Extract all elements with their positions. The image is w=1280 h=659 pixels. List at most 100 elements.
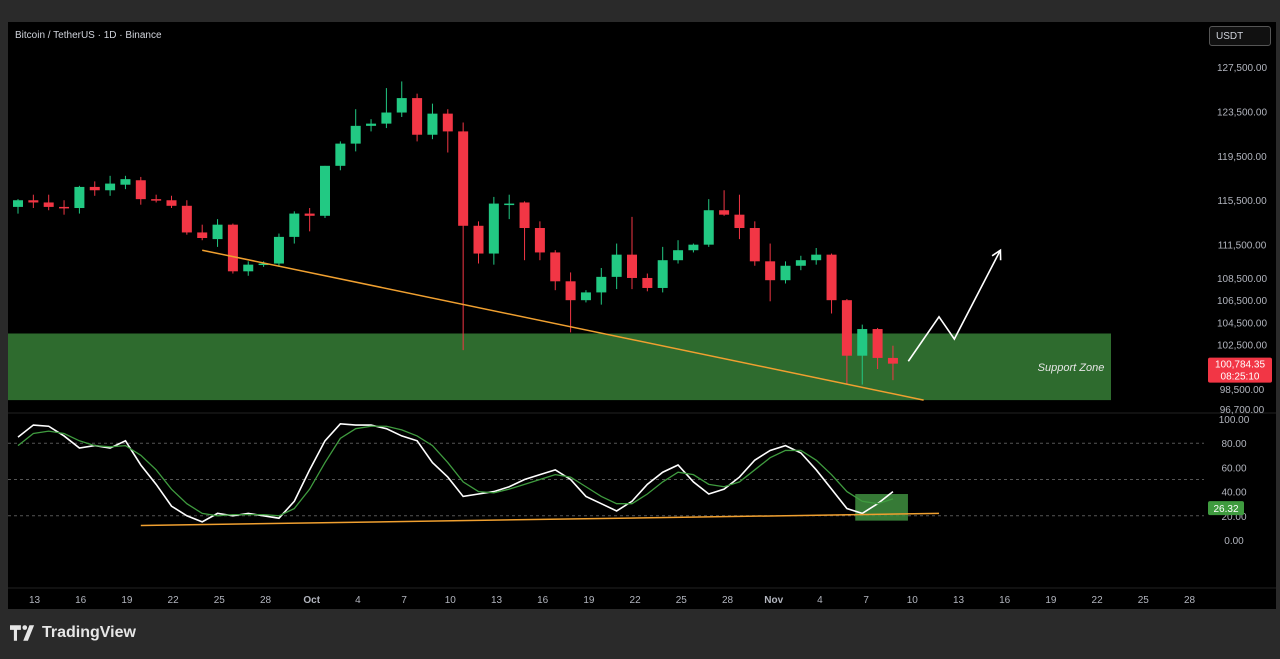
candle-body (89, 186, 100, 191)
price-axis-label: 111,500.00 (1218, 241, 1267, 252)
time-axis-label: 19 (121, 595, 133, 606)
oscillator-trendline (140, 512, 940, 527)
currency-button[interactable]: USDT (1209, 26, 1271, 46)
candle-body (534, 228, 545, 253)
brand-name: TradingView (42, 624, 136, 641)
time-axis-label: 25 (676, 595, 688, 606)
price-axis-label: 96,700.00 (1220, 405, 1265, 416)
time-axis-label: 22 (168, 595, 180, 606)
candle-body (504, 203, 515, 206)
candle-body (396, 98, 407, 113)
candle-body (872, 329, 883, 358)
countdown-label: 08:25:10 (1221, 372, 1260, 383)
support-zone-label: Support Zone (1038, 362, 1105, 374)
candle-body (749, 228, 760, 262)
candle-body (258, 263, 269, 266)
candle-body (151, 199, 162, 201)
oscillator-axis-label: 60.00 (1221, 463, 1246, 474)
candle-body (166, 200, 177, 206)
candle-body (335, 143, 346, 166)
current-price-label: 100,784.35 (1215, 360, 1265, 371)
candle-body (320, 165, 330, 216)
candle-body (13, 200, 23, 207)
price-axis-label: 119,500.00 (1217, 152, 1267, 163)
time-axis-label: 4 (817, 595, 823, 606)
candle-body (412, 98, 423, 135)
candle-body (59, 206, 70, 209)
chart-frame: Support Zone 127,500.00 123,500.00 119,500.… (8, 22, 1276, 609)
time-axis-label: 25 (1138, 595, 1150, 606)
current-price-marker (1208, 357, 1272, 383)
time-axis-label: 16 (75, 595, 87, 606)
candle-body (580, 292, 591, 301)
price-axis-label: 104,500.00 (1217, 318, 1267, 329)
price-axis-label: 108,500.00 (1217, 274, 1267, 285)
candle-body (550, 252, 561, 282)
candle-body (74, 186, 85, 209)
oscillator-current-marker (1208, 501, 1244, 516)
projection-path (907, 249, 1002, 362)
candle-body (596, 276, 607, 293)
candle-body (304, 213, 315, 216)
time-axis-label: 19 (583, 595, 595, 606)
candle-body (826, 254, 837, 301)
price-axis-label: 115,500.00 (1217, 196, 1267, 207)
oscillator-axis-label: 20.00 (1221, 512, 1246, 523)
candle-body (688, 244, 699, 251)
candle-body (857, 329, 868, 356)
time-axis-label: 10 (445, 595, 457, 606)
candle-body (811, 254, 822, 261)
candle-body (227, 224, 238, 272)
candle-body (841, 300, 852, 356)
candle-body (657, 260, 668, 288)
time-axis-label: 19 (1045, 595, 1057, 606)
candle-body (366, 123, 377, 126)
candle-body (887, 357, 898, 364)
oscillator-axis-label: 0.00 (1224, 536, 1244, 547)
candle-body (780, 265, 791, 281)
oscillator-current-label: 26.32 (1213, 504, 1238, 515)
candle-body (565, 281, 576, 301)
candle-body (120, 179, 131, 185)
time-axis-label: Nov (764, 595, 783, 606)
stoch-k-line (17, 423, 894, 523)
time-axis-label: 7 (863, 595, 869, 606)
time-axis-label: 22 (1092, 595, 1104, 606)
time-axis-label: 16 (537, 595, 549, 606)
candle-body (350, 125, 361, 144)
candle-body (519, 202, 530, 229)
time-axis-label: 10 (907, 595, 919, 606)
candle-body (458, 131, 469, 226)
candle-body (734, 214, 745, 229)
candle-body (43, 202, 54, 207)
support-zone (8, 333, 1111, 401)
candle-body (795, 260, 806, 266)
candle-body (28, 200, 39, 203)
candle-body (135, 180, 146, 200)
time-axis-label: 22 (630, 595, 642, 606)
candle-body (381, 112, 392, 124)
price-trendline (202, 249, 924, 401)
time-axis-label: 25 (214, 595, 226, 606)
candle-body (212, 224, 223, 240)
candle-body (488, 203, 499, 254)
time-axis-label: 13 (29, 595, 41, 606)
candle-body (719, 210, 730, 215)
chart-canvas[interactable]: Support Zone 127,500.00 123,500.00 119,500.… (8, 22, 1276, 609)
time-axis-label: 13 (491, 595, 503, 606)
time-axis-label: 28 (260, 595, 272, 606)
candle-body (181, 205, 192, 233)
candle-body (243, 264, 254, 272)
candle-body (673, 250, 684, 261)
candle-body (765, 261, 776, 281)
oscillator-axis-label: 100.00 (1219, 415, 1250, 426)
time-axis-label: 16 (999, 595, 1011, 606)
tradingview-logo: TradingView (10, 624, 136, 642)
oscillator-highlight-box (855, 494, 908, 521)
candle-body (427, 113, 438, 135)
time-axis-label: 13 (953, 595, 965, 606)
candle-body (611, 254, 622, 277)
price-axis-label: 127,500.00 (1217, 63, 1267, 74)
time-axis-label: 28 (1184, 595, 1196, 606)
symbol-title: Bitcoin / TetherUS · 1D · Binance (15, 30, 162, 41)
